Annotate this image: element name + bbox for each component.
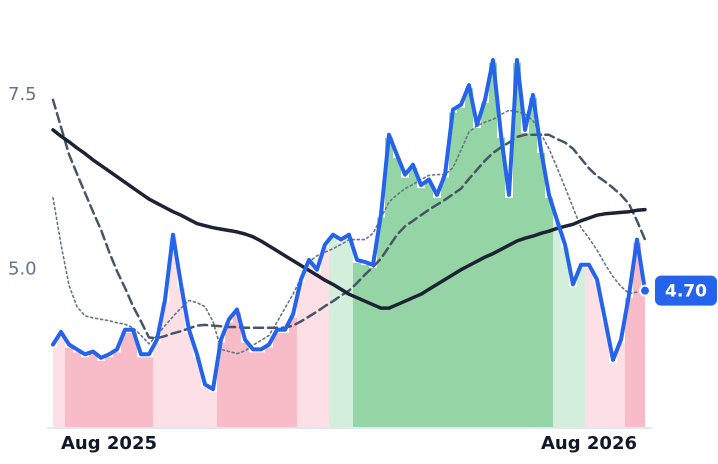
area-band [145, 357, 153, 427]
y-tick-label: 7.5 [8, 84, 37, 105]
average-line [51, 128, 647, 310]
area-band [337, 242, 345, 427]
x-tick-label: Aug 2025 [61, 433, 157, 454]
area-band [609, 362, 617, 427]
area-band [113, 352, 121, 427]
area-band [297, 282, 305, 427]
area-band [321, 247, 329, 427]
area-band [97, 360, 105, 427]
area-band [457, 107, 465, 427]
area-band [585, 267, 593, 427]
area-band [577, 267, 585, 427]
area-band [433, 197, 441, 427]
area-band [217, 342, 225, 427]
value-label: 4.70 [665, 282, 707, 302]
area-band [265, 347, 273, 427]
area-band [385, 137, 393, 427]
area-band [161, 302, 169, 427]
area-band [633, 242, 641, 427]
area-band [329, 237, 337, 427]
area-band [417, 188, 425, 427]
area-band [65, 347, 73, 427]
y-tick-label: 5.0 [8, 259, 37, 280]
area-band [537, 153, 545, 427]
area-band [137, 357, 145, 427]
area-band [505, 197, 513, 427]
area-band [377, 217, 385, 427]
area-band [153, 342, 161, 427]
area-band [57, 334, 65, 427]
area-band [569, 287, 577, 427]
area-band [201, 387, 209, 427]
x-tick-label: Aug 2026 [541, 433, 637, 454]
area-band [465, 88, 473, 427]
price-line [51, 58, 647, 392]
area-band [425, 182, 433, 427]
area-band [513, 62, 521, 428]
area-band [185, 332, 193, 427]
area-band [553, 223, 561, 427]
area-band [193, 357, 201, 427]
area-band [81, 357, 89, 427]
area-band [105, 357, 113, 427]
last-point [639, 284, 651, 297]
area-band [313, 272, 321, 427]
area-band [481, 102, 489, 428]
area-band [121, 332, 129, 427]
area-band [249, 352, 257, 427]
area-band [281, 332, 289, 427]
area-band [529, 97, 537, 428]
area-band [273, 332, 281, 427]
area-band [345, 237, 353, 427]
area-band [545, 197, 553, 427]
area-band [289, 317, 297, 427]
area-band [353, 262, 361, 427]
area-band [89, 354, 97, 427]
area-band [497, 137, 505, 427]
area-band [53, 347, 57, 427]
area-band [489, 62, 497, 428]
area-band [593, 282, 601, 427]
area-band [209, 392, 217, 427]
value-badge [655, 275, 717, 306]
area-band [73, 352, 81, 427]
area-band [441, 177, 449, 427]
area-band [641, 293, 645, 427]
area-band [601, 322, 609, 427]
area-band [361, 265, 369, 427]
area-band [369, 267, 377, 427]
area-band [625, 297, 633, 427]
area-band [617, 342, 625, 427]
area-band [561, 247, 569, 427]
area-band [449, 112, 457, 427]
area-band [233, 312, 241, 427]
area-band [257, 352, 265, 427]
area-band [521, 132, 529, 427]
area-band [225, 322, 233, 427]
average-line [51, 98, 647, 340]
area-band [177, 287, 185, 427]
area-band [393, 158, 401, 427]
area-band [241, 342, 249, 427]
area-band [473, 127, 481, 428]
area-band [129, 332, 137, 427]
area-band [305, 262, 313, 427]
